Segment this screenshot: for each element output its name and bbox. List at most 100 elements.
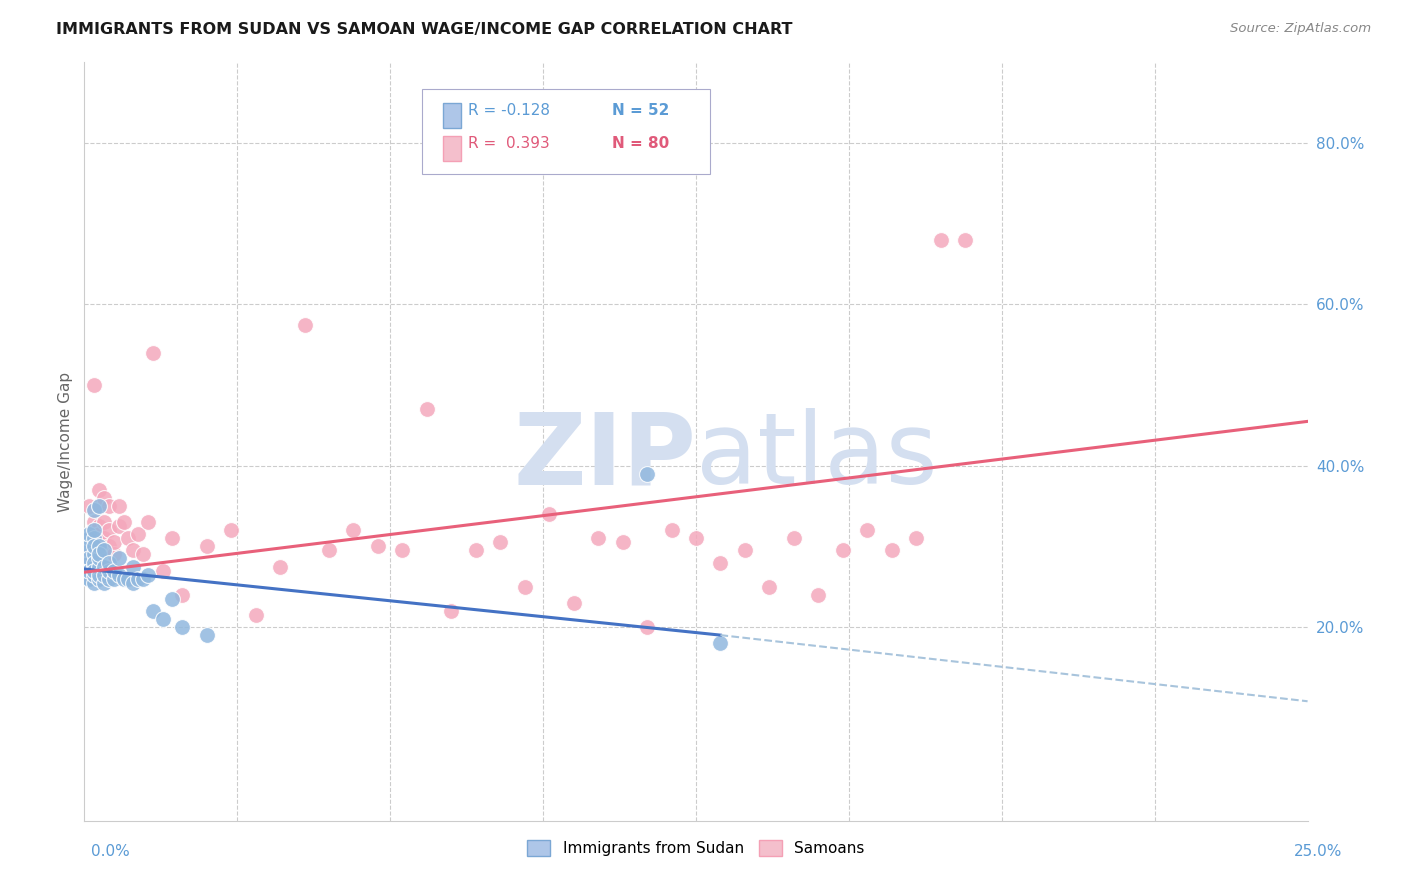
Point	[97, 540, 120, 554]
Point	[107, 519, 129, 533]
Point	[342, 523, 364, 537]
Point	[122, 559, 145, 574]
Point	[87, 548, 110, 562]
Point	[97, 556, 120, 570]
Point	[83, 543, 105, 558]
Point	[142, 346, 165, 360]
Point	[83, 532, 105, 546]
Legend: Immigrants from Sudan, Samoans: Immigrants from Sudan, Samoans	[522, 834, 870, 863]
Point	[685, 532, 707, 546]
Point	[87, 483, 110, 497]
Point	[93, 575, 115, 590]
Point	[77, 564, 100, 578]
Point	[122, 575, 145, 590]
Point	[77, 567, 100, 582]
Point	[83, 378, 105, 392]
Point	[83, 532, 105, 546]
Point	[709, 556, 731, 570]
Text: R =  0.393: R = 0.393	[468, 136, 550, 152]
Point	[127, 572, 149, 586]
Point	[77, 548, 100, 562]
Point	[93, 491, 115, 505]
Point	[953, 233, 976, 247]
Point	[612, 535, 634, 549]
Point	[83, 515, 105, 529]
Point	[103, 535, 125, 549]
Point	[97, 564, 120, 578]
Point	[162, 591, 184, 606]
Point	[87, 499, 110, 513]
Text: 0.0%: 0.0%	[91, 845, 131, 859]
Point	[117, 572, 139, 586]
Point	[132, 548, 155, 562]
Point	[513, 580, 536, 594]
Point	[245, 607, 267, 622]
Point	[83, 564, 105, 578]
Point	[87, 551, 110, 566]
Point	[636, 467, 658, 481]
Point	[87, 559, 110, 574]
Text: N = 80: N = 80	[612, 136, 669, 152]
Point	[93, 515, 115, 529]
Point	[97, 523, 120, 537]
Point	[93, 567, 115, 582]
Point	[77, 551, 100, 566]
Point	[416, 402, 439, 417]
Point	[112, 515, 135, 529]
Point	[93, 532, 115, 546]
Point	[77, 559, 100, 574]
Point	[117, 532, 139, 546]
Point	[219, 523, 242, 537]
Point	[77, 567, 100, 582]
Point	[152, 612, 174, 626]
Point	[83, 548, 105, 562]
Point	[132, 572, 155, 586]
Point	[489, 535, 512, 549]
Text: atlas: atlas	[696, 409, 938, 505]
Point	[87, 540, 110, 554]
Text: ZIP: ZIP	[513, 409, 696, 505]
Point	[83, 575, 105, 590]
Point	[87, 540, 110, 554]
Point	[97, 572, 120, 586]
Point	[162, 532, 184, 546]
Point	[77, 535, 100, 549]
Point	[87, 567, 110, 582]
Point	[195, 628, 218, 642]
Point	[77, 564, 100, 578]
Point	[783, 532, 806, 546]
Point	[87, 519, 110, 533]
Point	[136, 515, 159, 529]
Point	[77, 556, 100, 570]
Point	[87, 527, 110, 541]
Point	[83, 564, 105, 578]
Point	[77, 572, 100, 586]
Point	[586, 532, 609, 546]
Point	[294, 318, 316, 332]
Point	[391, 543, 413, 558]
Point	[661, 523, 683, 537]
Point	[83, 548, 105, 562]
Point	[83, 556, 105, 570]
Point	[83, 556, 105, 570]
Point	[83, 540, 105, 554]
Point	[367, 540, 389, 554]
Point	[269, 559, 291, 574]
Point	[103, 572, 125, 586]
Point	[195, 540, 218, 554]
Point	[538, 507, 561, 521]
Point	[562, 596, 585, 610]
Point	[107, 567, 129, 582]
Y-axis label: Wage/Income Gap: Wage/Income Gap	[58, 371, 73, 512]
Point	[83, 564, 105, 578]
Point	[107, 499, 129, 513]
Point	[856, 523, 879, 537]
Point	[318, 543, 340, 558]
Point	[87, 499, 110, 513]
Point	[77, 572, 100, 586]
Point	[905, 532, 928, 546]
Point	[77, 532, 100, 546]
Point	[83, 503, 105, 517]
Point	[929, 233, 952, 247]
Point	[152, 564, 174, 578]
